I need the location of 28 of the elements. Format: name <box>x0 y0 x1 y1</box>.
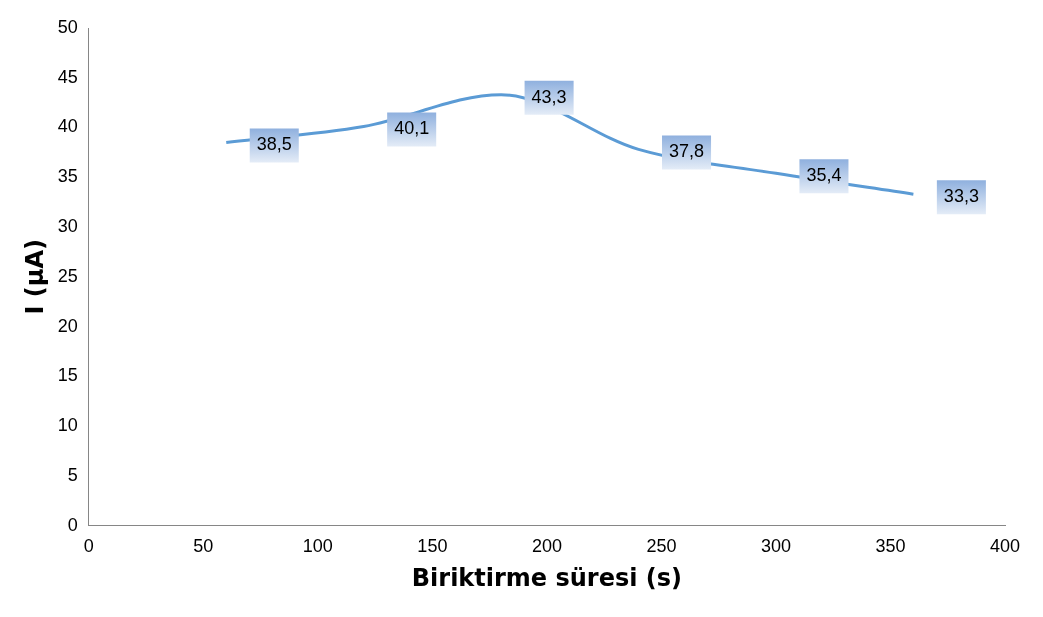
data-label: 43,3 <box>531 86 567 107</box>
y-axis-title: I (µA) <box>20 239 49 315</box>
y-tick-label: 40 <box>57 116 78 137</box>
y-tick-label: 15 <box>57 365 78 386</box>
y-tick-label: 45 <box>57 66 78 87</box>
data-label: 37,8 <box>669 141 705 162</box>
y-tick-label: 25 <box>57 265 78 286</box>
data-label: 33,3 <box>943 186 979 207</box>
x-tick-label: 400 <box>989 536 1021 557</box>
x-axis-title: Biriktirme süresi (s) <box>411 563 683 592</box>
y-tick-label: 20 <box>57 315 78 336</box>
x-tick-label: 100 <box>302 536 333 557</box>
x-tick-label: 350 <box>875 536 906 557</box>
x-tick-label: 300 <box>760 536 791 557</box>
x-tick-label: 0 <box>83 536 94 557</box>
data-label: 35,4 <box>806 165 842 186</box>
y-tick-label: 0 <box>67 514 78 535</box>
data-label: 40,1 <box>394 118 430 139</box>
x-tick-label: 50 <box>193 536 214 557</box>
data-label: 38,5 <box>256 134 292 155</box>
x-tick-label: 250 <box>646 536 677 557</box>
y-tick-label: 30 <box>57 216 78 237</box>
y-tick-label: 10 <box>57 415 78 436</box>
y-tick-label: 35 <box>57 166 78 187</box>
y-tick-label: 5 <box>67 464 78 485</box>
y-tick-label: 50 <box>57 16 78 37</box>
x-tick-label: 200 <box>531 536 562 557</box>
x-tick-label: 150 <box>417 536 448 557</box>
